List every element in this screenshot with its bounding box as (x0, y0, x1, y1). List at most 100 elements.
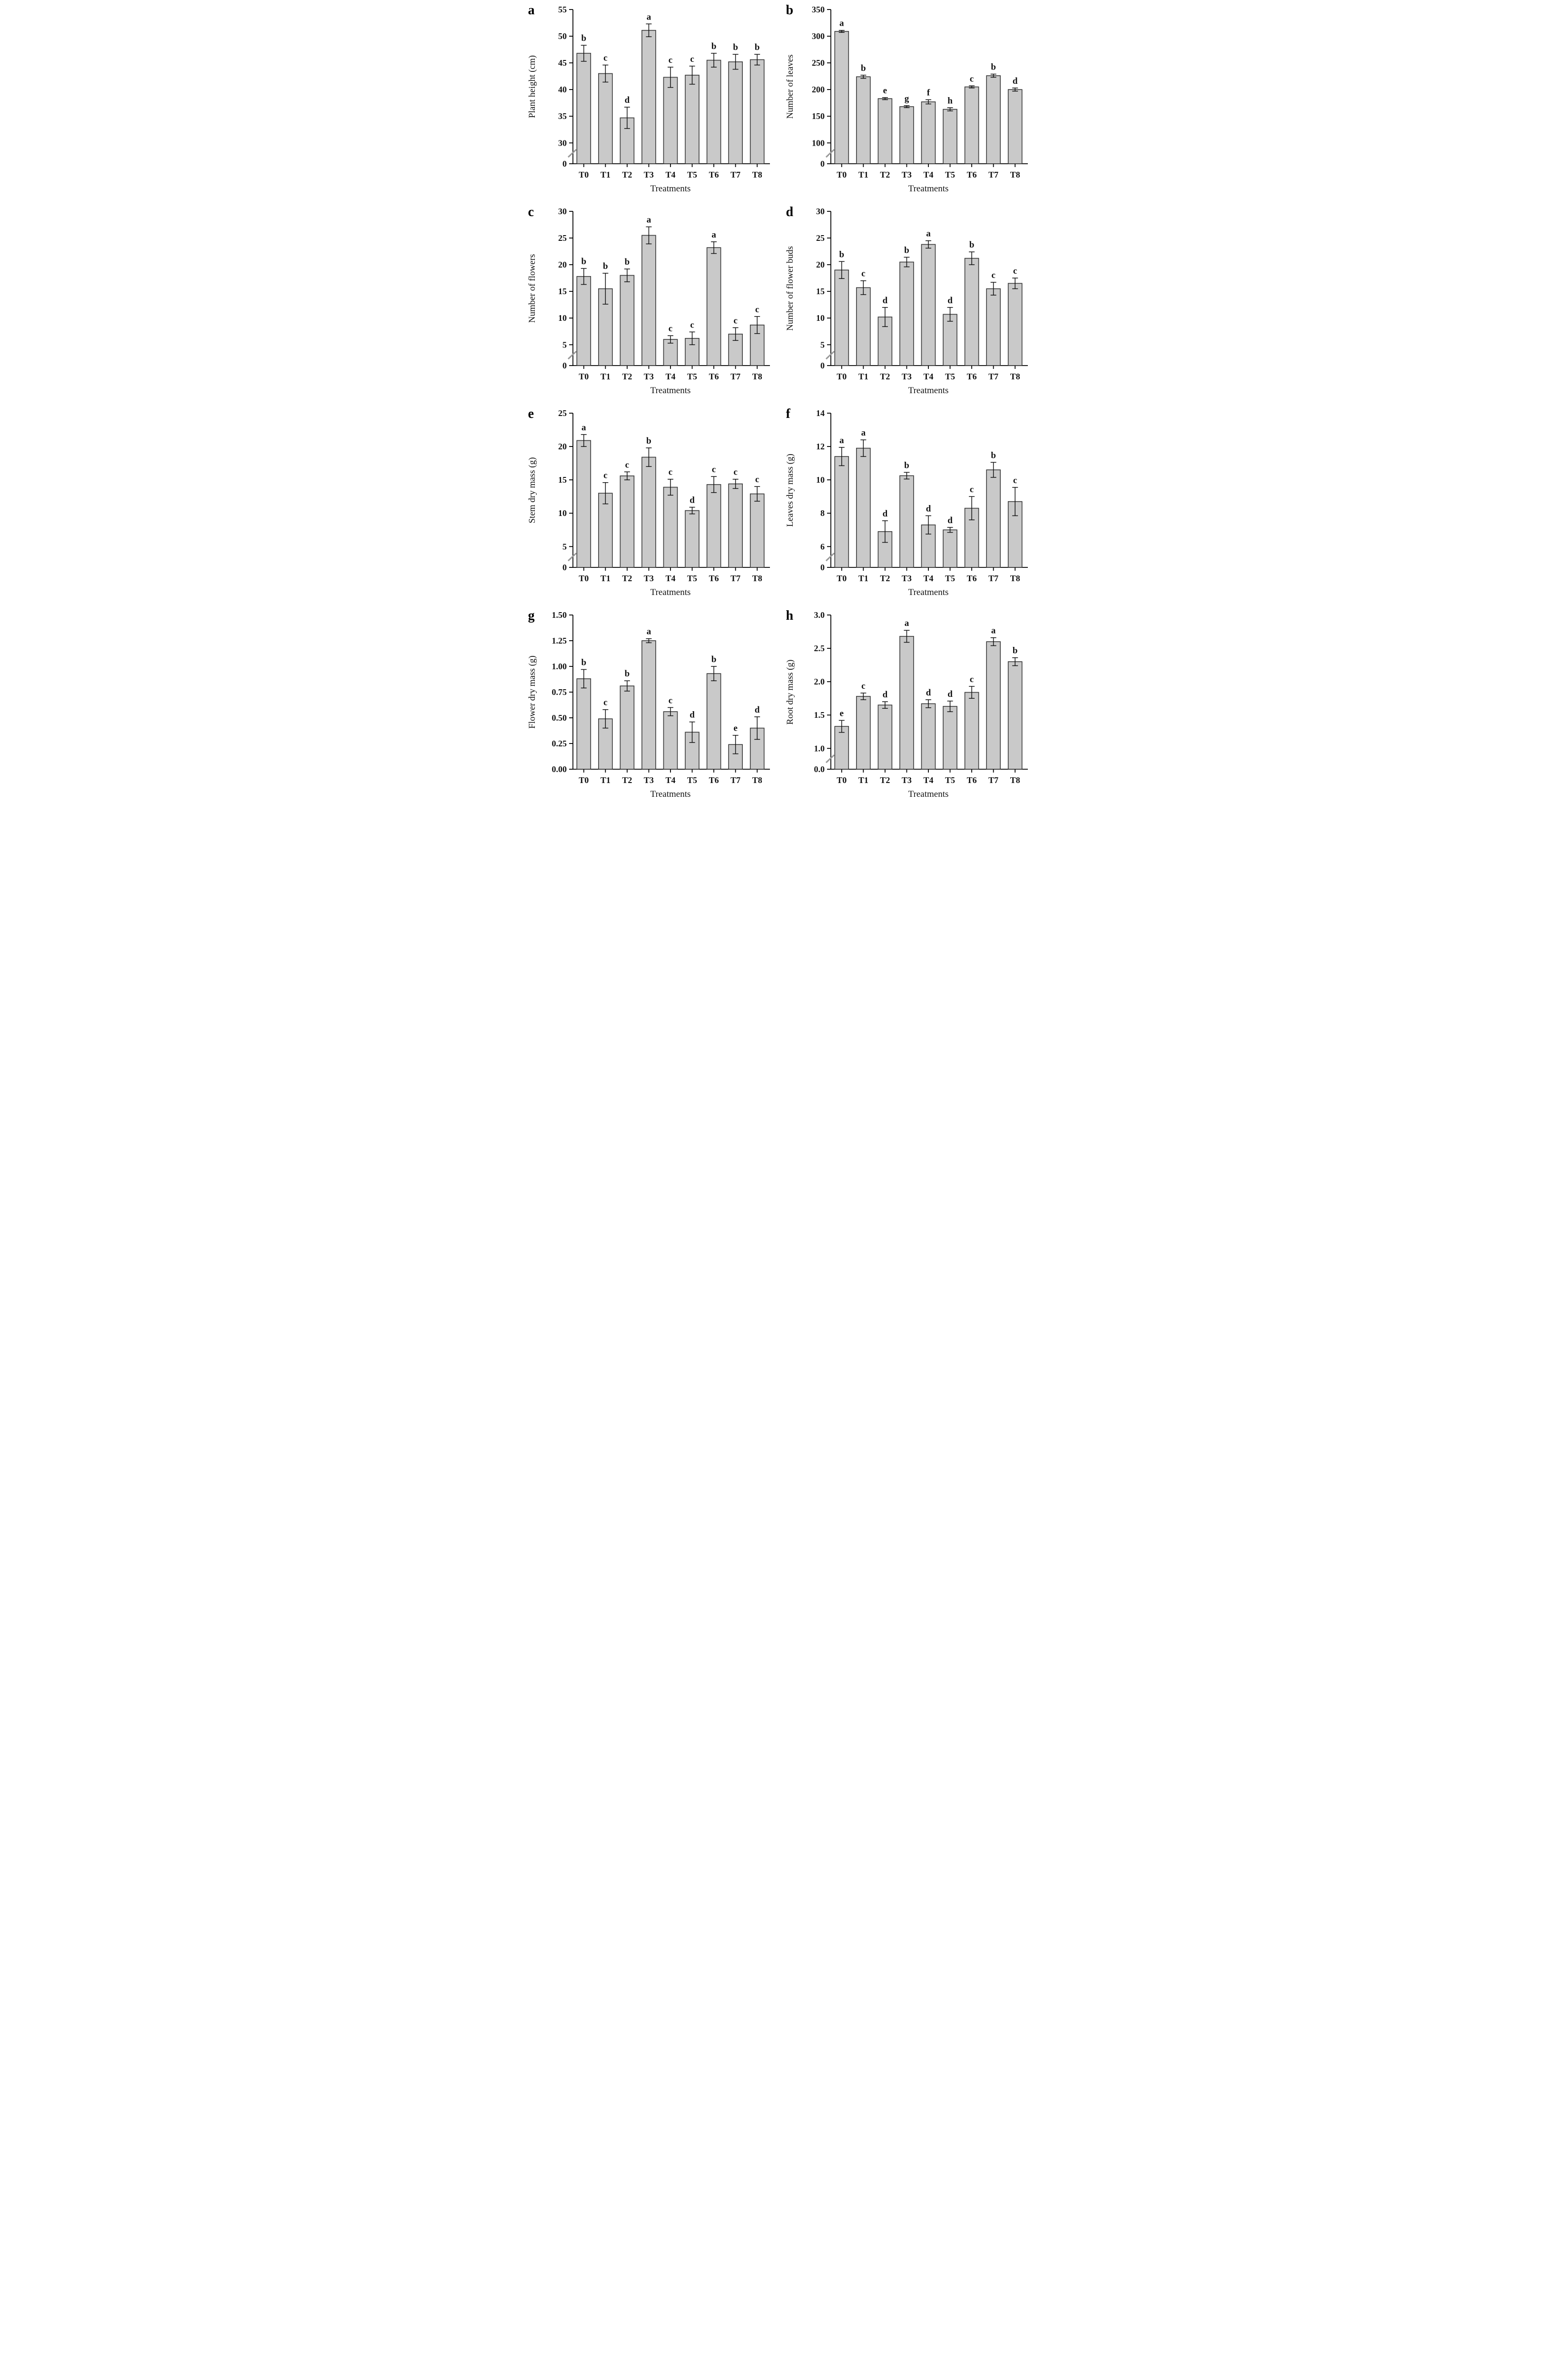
x-tick-label-T0: T0 (837, 170, 847, 179)
x-tick-label-T6: T6 (966, 372, 976, 381)
bar-T3 (641, 640, 656, 770)
bar-T0 (576, 53, 591, 164)
x-tick-label-T8: T8 (752, 574, 762, 583)
bar-T8 (1007, 283, 1023, 366)
sig-letter-T2: b (624, 669, 630, 679)
bar-chart-b: 0 100 150 200 250 300 350 a T0 b T1 e T2 g T3 f T4 h T5 c T6… (785, 5, 1028, 194)
sig-letter-T1: a (861, 428, 866, 438)
sig-letter-T6: c (969, 74, 973, 84)
x-tick-label-T8: T8 (752, 372, 762, 381)
x-tick-label-T5: T5 (945, 775, 955, 785)
sig-letter-T6: b (711, 654, 716, 664)
sig-letter-T4: f (926, 88, 930, 98)
y-axis-title: Number of leaves (785, 54, 795, 119)
sig-letter-T1: c (603, 53, 607, 63)
bar-T4 (921, 244, 936, 366)
bar-T6 (964, 86, 979, 164)
x-tick-label-T8: T8 (1010, 372, 1020, 381)
bar-T1 (856, 696, 871, 770)
x-tick-label-T3: T3 (643, 170, 653, 179)
x-tick-label-T1: T1 (600, 372, 610, 381)
panel-a: a 0 30 35 40 45 50 55 b T0 c T1 d T2 a T3 c T4 c T5 b T6 b T7 b… (515, 0, 774, 202)
x-tick-label-T3: T3 (901, 775, 911, 785)
bar-T4 (921, 703, 936, 770)
sig-letter-T6: b (969, 240, 974, 250)
x-tick-label-T4: T4 (923, 372, 933, 381)
x-tick-label-T8: T8 (752, 170, 762, 179)
y-tick-label: 2.5 (814, 644, 825, 653)
sig-letter-T2: e (883, 86, 887, 96)
y-tick-label: 0 (562, 563, 567, 572)
bar-T4 (663, 486, 678, 568)
x-tick-label-T0: T0 (579, 372, 589, 381)
x-tick-label-T0: T0 (837, 775, 847, 785)
x-tick-label-T2: T2 (880, 372, 890, 381)
sig-letter-T6: c (711, 465, 715, 475)
x-tick-label-T4: T4 (665, 574, 675, 583)
x-tick-label-T4: T4 (923, 775, 933, 785)
sig-letter-T7: e (733, 724, 737, 734)
y-tick-label: 20 (816, 260, 825, 269)
bar-T0 (834, 31, 849, 164)
x-tick-label-T6: T6 (966, 775, 976, 785)
sig-letter-T3: a (904, 618, 909, 628)
bar-T6 (706, 673, 721, 770)
x-tick-label-T8: T8 (1010, 775, 1020, 785)
bar-T3 (641, 456, 656, 568)
bar-T0 (834, 726, 849, 770)
sig-letter-T1: b (603, 261, 608, 271)
x-tick-label-T7: T7 (730, 574, 740, 583)
x-tick-label-T0: T0 (579, 170, 589, 179)
bar-T3 (899, 636, 914, 770)
axis-break-mark (825, 351, 835, 360)
bar-T0 (834, 269, 849, 366)
y-tick-label: 55 (558, 5, 567, 14)
x-axis-title: Treatments (908, 184, 948, 194)
x-tick-label-T2: T2 (880, 775, 890, 785)
sig-letter-T3: a (646, 215, 651, 225)
bar-T4 (921, 101, 936, 164)
y-tick-label: 3.0 (814, 610, 825, 620)
panel-b: b 0 100 150 200 250 300 350 a T0 b T1 e T2 g T3 f T4 h T5 c… (773, 0, 1032, 202)
bar-chart-h: 0.0 1.0 1.5 2.0 2.5 3.0 e T0 c T1 d T2 a T3 d T4 d T5 c T6 a… (785, 610, 1028, 799)
bar-T7 (728, 61, 743, 164)
x-tick-label-T4: T4 (923, 170, 933, 179)
sig-letter-T4: d (926, 504, 931, 514)
bar-T5 (942, 314, 957, 366)
y-tick-label: 1.0 (814, 744, 825, 753)
panel-letter-d: d (786, 205, 794, 219)
sig-letter-T1: b (861, 63, 866, 73)
sig-letter-T5: h (947, 96, 953, 106)
x-tick-label-T6: T6 (709, 372, 719, 381)
x-tick-label-T1: T1 (858, 372, 868, 381)
y-tick-label: 5 (820, 340, 825, 349)
x-tick-label-T2: T2 (622, 372, 632, 381)
y-tick-label: 1.5 (814, 710, 825, 720)
y-tick-label: 50 (558, 31, 567, 41)
bar-T3 (899, 106, 914, 164)
x-tick-label-T3: T3 (643, 574, 653, 583)
bar-T8 (1007, 89, 1023, 164)
panel-g: g 0.00 0.25 0.50 0.75 1.00 1.25 1.50 b T0 c T1 b T2 a… (515, 605, 774, 807)
x-tick-label-T0: T0 (579, 574, 589, 583)
y-axis-title: Stem dry mass (g) (527, 457, 537, 524)
bar-T1 (598, 493, 613, 568)
sig-letter-T7: a (991, 626, 995, 636)
x-tick-label-T7: T7 (988, 170, 998, 179)
sig-letter-T5: d (947, 689, 953, 699)
sig-letter-T5: c (690, 54, 694, 64)
x-tick-label-T5: T5 (945, 170, 955, 179)
x-tick-label-T7: T7 (730, 775, 740, 785)
x-tick-label-T6: T6 (966, 574, 976, 583)
axis-break-mark (567, 149, 577, 158)
y-tick-label: 0.25 (552, 739, 567, 748)
bar-T2 (620, 475, 634, 568)
sig-letter-T3: a (646, 627, 651, 637)
bar-T8 (749, 493, 765, 568)
bar-T5 (684, 510, 700, 568)
sig-letter-T6: b (711, 41, 716, 51)
bar-chart-c: 0 5 10 15 20 25 30 b T0 b T1 b T2 a T3 c T4 c T5 a T6 c T7 c T8 N… (527, 207, 770, 396)
sig-letter-T4: c (668, 324, 672, 334)
sig-letter-T8: d (1012, 76, 1017, 86)
panel-e: e 0 5 10 15 20 25 a T0 c T1 c T2 b T3 c T4 d T5 c T6 c T7 c T8 S… (515, 404, 774, 605)
